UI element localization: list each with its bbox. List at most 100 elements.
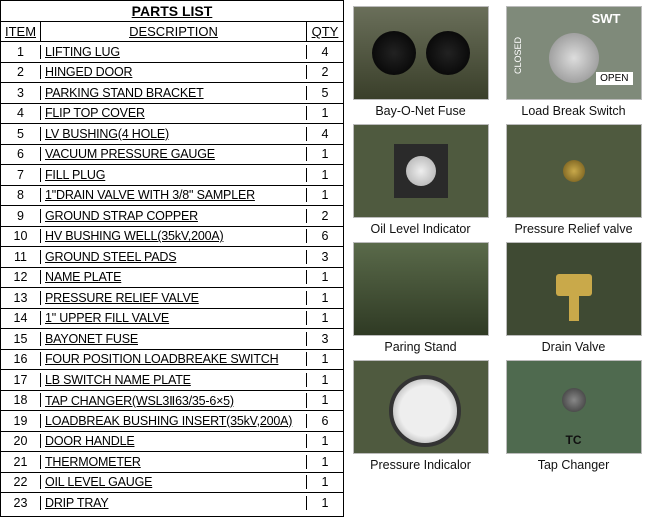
cell-item: 9 — [1, 209, 41, 223]
table-title: PARTS LIST — [1, 1, 343, 22]
cell-qty: 1 — [307, 496, 343, 510]
cell-qty: 2 — [307, 209, 343, 223]
table-row: 9GROUND STRAP COPPER2 — [1, 206, 343, 227]
cell-qty: 1 — [307, 106, 343, 120]
cell-qty: 1 — [307, 188, 343, 202]
header-description: DESCRIPTION — [41, 22, 307, 41]
cell-item: 23 — [1, 496, 41, 510]
thumbnail: Drain Valve — [501, 242, 646, 354]
table-row: 15BAYONET FUSE3 — [1, 329, 343, 350]
header-qty: QTY — [307, 22, 343, 41]
overlay-tc: TC — [566, 433, 582, 447]
cell-item: 4 — [1, 106, 41, 120]
table-row: 12NAME PLATE1 — [1, 268, 343, 289]
cell-item: 5 — [1, 127, 41, 141]
table-row: 2HINGED DOOR2 — [1, 63, 343, 84]
cell-item: 19 — [1, 414, 41, 428]
cell-item: 3 — [1, 86, 41, 100]
table-body: 1LIFTING LUG42HINGED DOOR23PARKING STAND… — [1, 42, 343, 514]
cell-qty: 1 — [307, 393, 343, 407]
thumbnail-label: Drain Valve — [542, 340, 606, 354]
cell-description: LB SWITCH NAME PLATE — [41, 373, 307, 387]
cell-description: DOOR HANDLE — [41, 434, 307, 448]
cell-item: 12 — [1, 270, 41, 284]
cell-description: THERMOMETER — [41, 455, 307, 469]
cell-item: 22 — [1, 475, 41, 489]
cell-qty: 1 — [307, 475, 343, 489]
cell-description: OIL LEVEL GAUGE — [41, 475, 307, 489]
thumbnail: Pressure Relief valve — [501, 124, 646, 236]
cell-qty: 1 — [307, 147, 343, 161]
cell-item: 14 — [1, 311, 41, 325]
photo-gallery: Bay-O-Net Fuse SWT CLOSED OPEN Load Break Sw… — [344, 0, 650, 517]
cell-item: 2 — [1, 65, 41, 79]
cell-item: 1 — [1, 45, 41, 59]
thumbnail-label: Load Break Switch — [521, 104, 625, 118]
table-row: 3PARKING STAND BRACKET5 — [1, 83, 343, 104]
cell-qty: 1 — [307, 455, 343, 469]
table-row: 22OIL LEVEL GAUGE1 — [1, 473, 343, 494]
cell-description: DRIP TRAY — [41, 496, 307, 510]
thumbnail-image: TC — [506, 360, 642, 454]
cell-qty: 6 — [307, 414, 343, 428]
cell-qty: 3 — [307, 250, 343, 264]
cell-item: 15 — [1, 332, 41, 346]
thumbnail: SWT CLOSED OPEN Load Break Switch — [501, 6, 646, 118]
cell-item: 20 — [1, 434, 41, 448]
overlay-closed: CLOSED — [513, 37, 523, 74]
cell-item: 13 — [1, 291, 41, 305]
table-row: 7FILL PLUG1 — [1, 165, 343, 186]
table-row: 13PRESSURE RELIEF VALVE1 — [1, 288, 343, 309]
parts-list-table: PARTS LIST ITEM DESCRIPTION QTY 1LIFTING… — [0, 0, 344, 517]
cell-description: GROUND STEEL PADS — [41, 250, 307, 264]
cell-qty: 1 — [307, 291, 343, 305]
cell-qty: 1 — [307, 270, 343, 284]
table-header: ITEM DESCRIPTION QTY — [1, 22, 343, 42]
thumbnail-label: Oil Level Indicator — [370, 222, 470, 236]
thumbnail: TC Tap Changer — [501, 360, 646, 472]
thumbnail-label: Bay-O-Net Fuse — [375, 104, 465, 118]
cell-qty: 1 — [307, 434, 343, 448]
cell-description: LIFTING LUG — [41, 45, 307, 59]
cell-qty: 5 — [307, 86, 343, 100]
cell-description: LOADBREAK BUSHING INSERT(35kV,200A) — [41, 414, 307, 428]
thumbnail-image — [353, 360, 489, 454]
cell-item: 16 — [1, 352, 41, 366]
cell-qty: 2 — [307, 65, 343, 79]
cell-description: GROUND STRAP COPPER — [41, 209, 307, 223]
cell-description: LV BUSHING(4 HOLE) — [41, 127, 307, 141]
cell-description: VACUUM PRESSURE GAUGE — [41, 147, 307, 161]
table-row: 17LB SWITCH NAME PLATE1 — [1, 370, 343, 391]
thumbnail-image — [506, 242, 642, 336]
thumbnail: Pressure Indicalor — [348, 360, 493, 472]
table-row: 19LOADBREAK BUSHING INSERT(35kV,200A)6 — [1, 411, 343, 432]
table-row: 20DOOR HANDLE1 — [1, 432, 343, 453]
cell-description: PARKING STAND BRACKET — [41, 86, 307, 100]
cell-qty: 1 — [307, 168, 343, 182]
table-row: 11GROUND STEEL PADS3 — [1, 247, 343, 268]
cell-qty: 1 — [307, 373, 343, 387]
cell-qty: 1 — [307, 311, 343, 325]
cell-qty: 4 — [307, 127, 343, 141]
thumbnail-image — [353, 242, 489, 336]
overlay-open: OPEN — [596, 72, 632, 85]
cell-description: FILL PLUG — [41, 168, 307, 182]
thumbnail-label: Paring Stand — [384, 340, 456, 354]
table-row: 18TAP CHANGER(WSL3Ⅱ63/35-6×5)1 — [1, 391, 343, 412]
cell-description: FLIP TOP COVER — [41, 106, 307, 120]
thumbnail-label: Pressure Relief valve — [514, 222, 632, 236]
cell-qty: 6 — [307, 229, 343, 243]
cell-item: 10 — [1, 229, 41, 243]
thumbnail-label: Tap Changer — [538, 458, 610, 472]
cell-qty: 1 — [307, 352, 343, 366]
cell-item: 18 — [1, 393, 41, 407]
overlay-swt: SWT — [592, 11, 621, 26]
cell-description: HV BUSHING WELL(35kV,200A) — [41, 229, 307, 243]
cell-description: PRESSURE RELIEF VALVE — [41, 291, 307, 305]
table-row: 10HV BUSHING WELL(35kV,200A)6 — [1, 227, 343, 248]
table-row: 21THERMOMETER1 — [1, 452, 343, 473]
table-row: 1LIFTING LUG4 — [1, 42, 343, 63]
thumbnail-image — [353, 124, 489, 218]
table-row: 4FLIP TOP COVER1 — [1, 104, 343, 125]
thumbnail: Paring Stand — [348, 242, 493, 354]
